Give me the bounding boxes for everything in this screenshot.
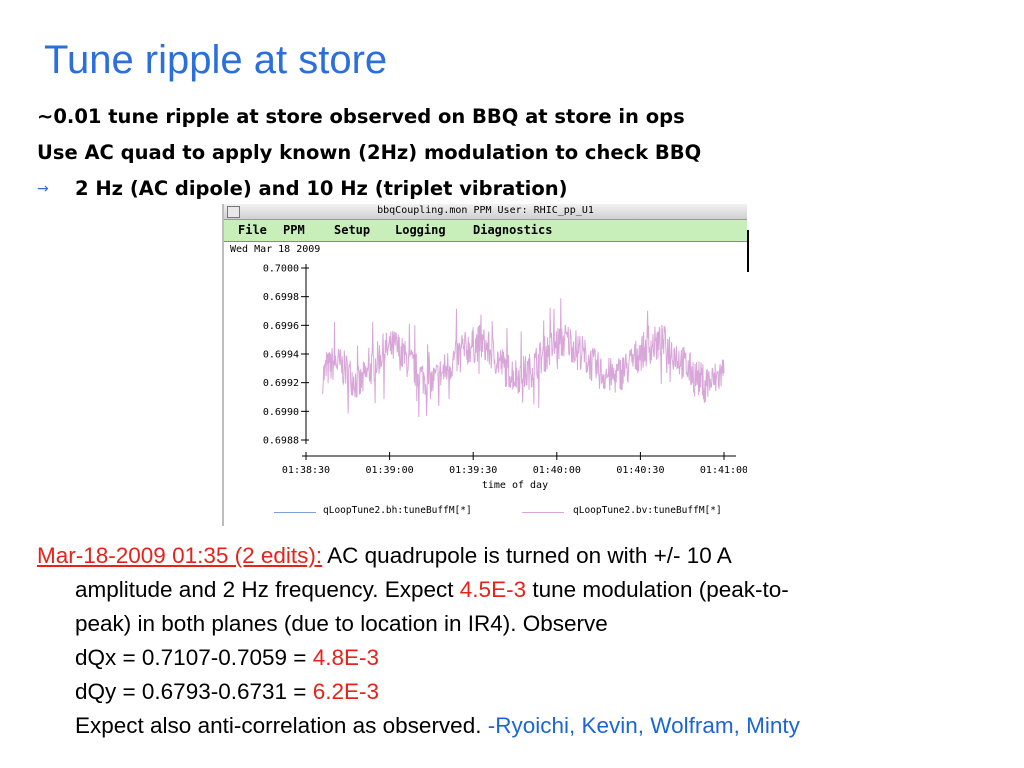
menu-logging[interactable]: Logging (395, 223, 446, 237)
bullet-item: ~0.01 tune ripple at store observed on B… (37, 105, 685, 128)
y-tick-label: 0.6992 (263, 378, 299, 389)
elog-dqy: dQy = 0.6793-0.6731 = 6.2E-3 (37, 675, 1007, 709)
x-tick-label: 01:39:30 (449, 465, 497, 476)
y-tick-label: 0.6994 (263, 350, 299, 361)
elog-entry: Mar-18-2009 01:35 (2 edits): AC quadrupo… (37, 539, 1007, 743)
elog-dqx: dQx = 0.7107-0.7059 = 4.8E-3 (37, 641, 1007, 675)
elog-date-link[interactable]: Mar-18-2009 01:35 (2 edits): (37, 543, 323, 568)
legend-swatch-bh (274, 512, 316, 513)
elog-text: tune modulation (peak-to- (526, 577, 789, 602)
x-tick-label: 01:39:00 (366, 465, 414, 476)
window-edge (747, 230, 749, 272)
elog-line: peak) in both planes (due to location in… (75, 611, 608, 636)
menu-file[interactable]: File (238, 223, 267, 237)
legend-swatch-bv (522, 512, 564, 513)
x-tick-label: 01:41:00 (700, 465, 747, 476)
dqy-text: dQy = 0.6793-0.6731 = (75, 679, 313, 704)
window-titlebar[interactable]: bbqCoupling.mon PPM User: RHIC_pp_U1 (224, 204, 747, 220)
x-tick-label: 01:38:30 (282, 465, 330, 476)
legend-label-bh: qLoopTune2.bh:tuneBuffM[*] (323, 505, 472, 516)
x-tick-label: 01:40:00 (533, 465, 581, 476)
elog-text: Expect also anti-correlation as observed… (75, 713, 488, 738)
y-tick-label: 0.6996 (263, 321, 299, 332)
plot-date: Wed Mar 18 2009 (230, 244, 321, 255)
tune-plot: 0.7000 0.6998 0.6996 0.6994 0.6992 0.6990 0.69… (263, 264, 747, 492)
authors: -Ryoichi, Kevin, Wolfram, Minty (487, 713, 800, 738)
dqy-value: 6.2E-3 (312, 679, 379, 704)
y-tick-label: 0.7000 (263, 264, 299, 275)
y-tick-label: 0.6988 (263, 436, 299, 447)
menu-setup[interactable]: Setup (334, 223, 371, 237)
slide-title: Tune ripple at store (44, 38, 388, 82)
menu-ppm[interactable]: PPM (283, 223, 305, 237)
dqx-text: dQx = 0.7107-0.7059 = (75, 645, 313, 670)
menu-diagnostics[interactable]: Diagnostics (473, 223, 553, 237)
elog-line: amplitude and 2 Hz frequency. Expect 4.5… (37, 573, 1007, 607)
elog-text: AC quadrupole is turned on with +/- 10 A (322, 543, 732, 568)
bullet-list: ~0.01 tune ripple at store observed on B… (37, 102, 701, 210)
legend-label-bv: qLoopTune2.bv:tuneBuffM[*] (573, 505, 722, 516)
dqx-value: 4.8E-3 (312, 645, 379, 670)
window-menu-icon[interactable] (227, 206, 240, 218)
plot-legend: qLoopTune2.bh:tuneBuffM[*] qLoopTune2.bv… (224, 500, 747, 524)
elog-text: amplitude and 2 Hz frequency. Expect (75, 577, 460, 602)
menu-bar: File PPM Setup Logging Diagnostics (224, 220, 747, 242)
y-tick-label: 0.6998 (263, 292, 299, 303)
sub-bullet-label: 2 Hz (AC dipole) and 10 Hz (triplet vibr… (75, 177, 568, 200)
elog-paragraph: Mar-18-2009 01:35 (2 edits): AC quadrupo… (37, 539, 1007, 573)
arrow-icon: → (37, 181, 49, 197)
x-tick-label: 01:40:30 (616, 465, 664, 476)
series-bv-line (322, 298, 725, 418)
bbq-coupling-window: bbqCoupling.mon PPM User: RHIC_pp_U1 Fil… (222, 204, 749, 526)
y-tick-label: 0.6990 (263, 407, 299, 418)
bullet-item: Use AC quad to apply known (2Hz) modulat… (37, 141, 702, 164)
sub-bullet-item: → 2 Hz (AC dipole) and 10 Hz (triplet vi… (37, 174, 701, 210)
expected-value: 4.5E-3 (459, 577, 527, 602)
elog-line: Expect also anti-correlation as observed… (37, 709, 1007, 743)
window-title: bbqCoupling.mon PPM User: RHIC_pp_U1 (377, 205, 594, 216)
x-axis-label: time of day (482, 480, 548, 491)
